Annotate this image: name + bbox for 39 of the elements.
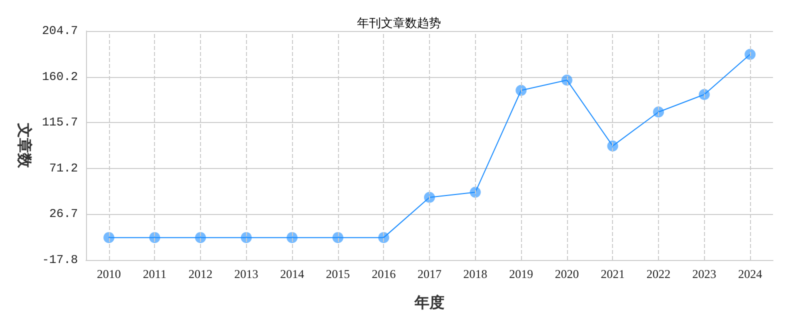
y-axis-title: 文章数: [16, 122, 34, 169]
x-tick-label: 2012: [188, 267, 212, 281]
x-tick-label: 2023: [692, 267, 716, 281]
x-tick-label: 2016: [372, 267, 396, 281]
x-axis-title: 年度: [414, 294, 444, 312]
point: [149, 232, 160, 244]
point: [286, 232, 298, 244]
y-tick-label: 204.7: [42, 24, 78, 38]
point: [424, 192, 435, 203]
point: [470, 186, 481, 198]
point: [561, 74, 572, 86]
y-tick-label: 160.2: [42, 70, 78, 84]
x-tick-label: 2024: [738, 267, 762, 281]
x-tick-label: 2019: [509, 267, 534, 281]
point: [332, 232, 344, 244]
x-tick-label: 2017: [418, 267, 442, 281]
x-tick-label: 2018: [463, 267, 488, 281]
y-tick-label: 71.2: [49, 161, 78, 176]
point: [607, 140, 618, 152]
y-tick-label: 26.7: [49, 207, 78, 222]
point: [103, 232, 114, 244]
x-tick-label: 2020: [554, 267, 579, 281]
chart-title: 年刊文章数趋势: [357, 16, 441, 30]
x-tick-label: 2011: [142, 267, 166, 281]
point: [744, 48, 756, 60]
point: [516, 84, 527, 96]
x-tick-label: 2021: [600, 267, 625, 281]
x-tick-label: 2013: [234, 267, 258, 281]
x-tick-label: 2022: [646, 267, 670, 281]
point: [653, 106, 664, 118]
point: [195, 232, 206, 244]
x-tick-label: 2010: [96, 267, 121, 281]
x-tick-label: 2014: [280, 267, 304, 281]
point: [240, 232, 252, 244]
point: [378, 232, 390, 244]
y-tick-label: -17.8: [42, 253, 78, 267]
x-tick-label: 2015: [326, 267, 350, 281]
y-tick-label: 115.7: [42, 116, 78, 130]
point: [698, 89, 710, 100]
